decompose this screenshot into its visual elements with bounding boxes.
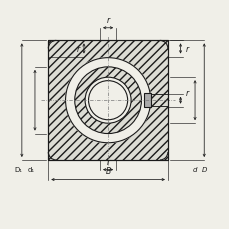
Text: B: B: [105, 167, 110, 176]
Circle shape: [65, 58, 150, 143]
Text: r: r: [106, 16, 109, 25]
Text: D: D: [201, 166, 206, 172]
Text: r: r: [185, 88, 188, 97]
Text: d: d: [192, 166, 196, 172]
Text: D₁: D₁: [14, 166, 22, 172]
Polygon shape: [143, 94, 150, 108]
Circle shape: [85, 78, 131, 124]
Circle shape: [74, 68, 141, 134]
Polygon shape: [48, 41, 167, 160]
Text: r: r: [76, 45, 79, 54]
Circle shape: [88, 81, 127, 120]
Text: r: r: [185, 45, 188, 54]
Text: r: r: [106, 158, 109, 166]
Text: d₁: d₁: [28, 166, 35, 172]
